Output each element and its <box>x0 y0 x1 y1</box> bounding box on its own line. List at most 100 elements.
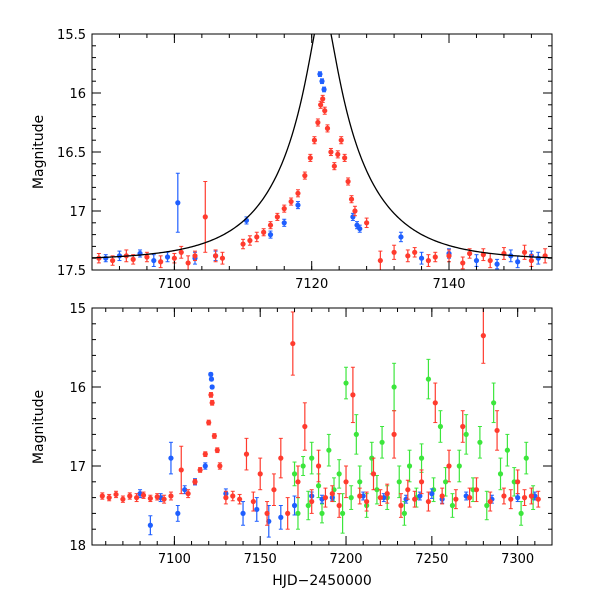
top-red-point <box>320 96 326 102</box>
bottom-red-point <box>377 495 383 501</box>
bottom-red-point <box>264 510 270 516</box>
bottom-panel: 7100 7150 7200 7250 7300 15 16 17 18 <box>69 302 553 567</box>
bottom-red-point <box>480 333 486 339</box>
bottom-red-point <box>329 491 335 497</box>
bottom-red-point <box>271 487 277 493</box>
bottom-red-point <box>202 451 208 457</box>
bottom-y-tick-label: 18 <box>69 539 86 554</box>
top-red-point <box>480 252 486 258</box>
top-panel: 7100 7120 7140 15.5 16 16.5 17 17.5 <box>57 28 553 292</box>
bottom-green-point <box>418 455 425 461</box>
bottom-blue-point <box>278 514 284 520</box>
bottom-red-point <box>113 491 119 498</box>
bottom-green-point <box>425 376 432 382</box>
top-x-tick-label: 7120 <box>295 277 328 292</box>
bottom-red-point <box>295 479 301 485</box>
top-model-curve <box>92 34 552 259</box>
top-blue-point <box>175 200 181 206</box>
bottom-green-point <box>484 502 490 509</box>
bottom-red-point <box>336 502 342 509</box>
bottom-green-point <box>319 510 325 516</box>
bottom-x-tick-label: 7250 <box>415 552 448 567</box>
bottom-blue-point <box>202 463 208 469</box>
top-blue-point <box>295 202 301 208</box>
top-blue-point <box>494 261 500 267</box>
top-red-point <box>335 151 341 157</box>
bottom-red-point <box>446 463 452 469</box>
bottom-red-point <box>250 498 256 505</box>
top-blue-point <box>473 257 480 264</box>
bottom-red-point <box>439 493 445 499</box>
bottom-red-point <box>285 510 291 516</box>
bottom-red-point <box>127 493 133 499</box>
bottom-blue-point <box>417 493 423 499</box>
bottom-green-point <box>396 479 402 485</box>
top-red-point <box>192 253 198 259</box>
bottom-blue-point <box>240 510 246 516</box>
top-red-point <box>247 237 253 244</box>
bottom-blue-point <box>147 522 153 528</box>
top-red-point <box>331 163 337 169</box>
bottom-red-point <box>140 492 147 498</box>
bottom-x-tick-label: 7200 <box>329 552 362 567</box>
bottom-red-point <box>453 496 459 502</box>
top-red-point <box>338 137 344 143</box>
top-red-point <box>261 229 267 235</box>
top-red-point <box>295 190 301 196</box>
bottom-blue-point <box>208 376 215 382</box>
bottom-red-point <box>364 498 370 505</box>
top-y-tick-label: 15.5 <box>57 28 86 43</box>
bottom-green-point <box>343 380 349 386</box>
top-series-red <box>96 94 548 270</box>
top-red-point <box>171 255 177 261</box>
bottom-red-point <box>391 431 397 437</box>
bottom-green-point <box>339 510 346 516</box>
bottom-green-point <box>357 479 363 485</box>
top-blue-point <box>319 78 325 84</box>
bottom-blue-point <box>429 491 435 497</box>
top-y-axis-title: Magnitude <box>31 115 47 189</box>
bottom-green-point <box>315 483 322 489</box>
bottom-series-blue <box>137 371 538 538</box>
top-red-point <box>281 206 287 212</box>
bottom-green-point <box>491 400 497 406</box>
top-red-point <box>460 260 466 266</box>
bottom-red-point <box>230 493 236 499</box>
bottom-blue-point <box>515 495 521 501</box>
bottom-green-point <box>391 384 397 390</box>
top-red-point <box>185 260 191 266</box>
top-red-point <box>202 214 208 220</box>
bottom-x-tick-label: 7150 <box>244 552 277 567</box>
top-red-point <box>158 259 164 265</box>
bottom-red-point <box>197 467 203 473</box>
top-red-point <box>391 249 397 255</box>
bottom-red-point <box>237 496 243 502</box>
bottom-red-point <box>243 451 250 457</box>
bottom-green-point <box>353 431 359 437</box>
top-blue-point <box>398 234 404 240</box>
bottom-y-tick-label: 15 <box>69 302 86 317</box>
top-red-point <box>219 255 226 261</box>
bottom-red-point <box>120 496 126 502</box>
top-red-point <box>240 241 246 247</box>
top-y-tick-label: 17 <box>69 205 86 220</box>
bottom-green-point <box>336 471 342 477</box>
bottom-red-point <box>290 340 296 347</box>
top-red-point <box>267 222 274 228</box>
top-blue-point <box>321 86 327 93</box>
bottom-red-point <box>467 495 473 501</box>
bottom-red-point <box>343 479 349 485</box>
top-y-tick-label: 17.5 <box>57 264 86 279</box>
top-red-point <box>345 178 351 185</box>
bottom-green-point <box>477 439 483 445</box>
bottom-red-point <box>161 496 167 502</box>
bottom-red-point <box>192 479 198 485</box>
bottom-red-point <box>278 455 284 461</box>
top-y-tick-label: 16 <box>69 87 86 102</box>
bottom-red-point <box>432 400 438 406</box>
top-red-point <box>405 253 411 259</box>
bottom-red-point <box>370 471 377 477</box>
top-blue-point <box>535 255 541 261</box>
bottom-red-point <box>473 487 480 493</box>
